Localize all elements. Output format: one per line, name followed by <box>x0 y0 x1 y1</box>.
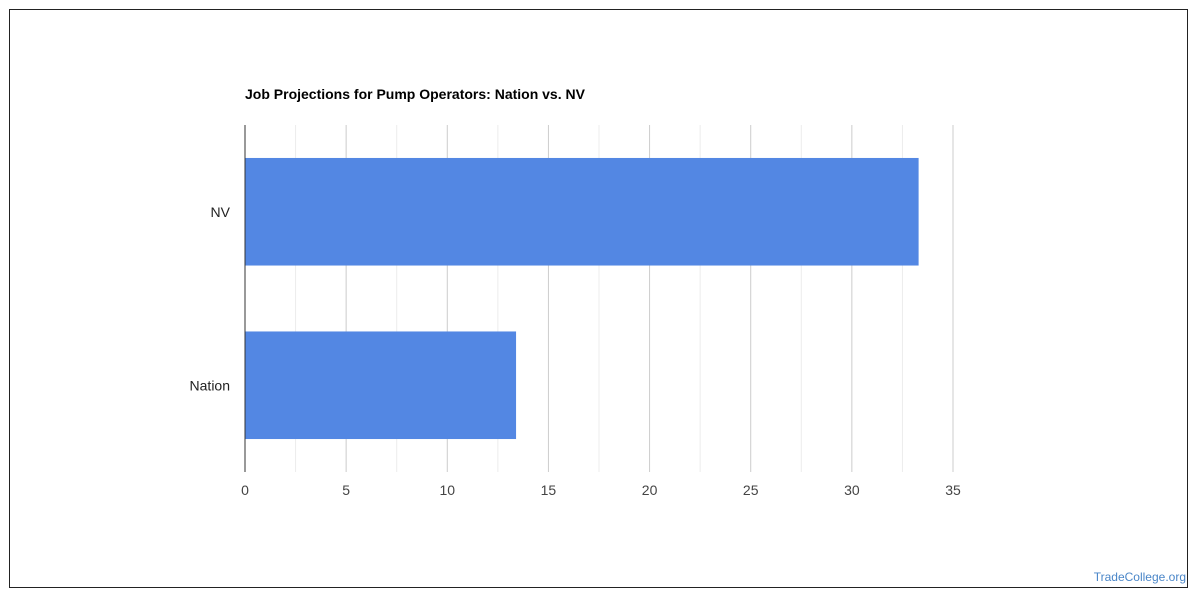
x-tick-label: 10 <box>439 482 455 498</box>
x-tick-label: 15 <box>541 482 557 498</box>
bar-nv[interactable] <box>245 157 919 266</box>
category-label: Nation <box>190 377 230 393</box>
x-tick-label: 35 <box>945 482 961 498</box>
watermark-link[interactable]: TradeCollege.org <box>1093 570 1186 584</box>
bars <box>245 157 919 440</box>
chart-title: Job Projections for Pump Operators: Nati… <box>245 86 585 102</box>
x-tick-label: 5 <box>342 482 350 498</box>
x-tick-label: 25 <box>743 482 759 498</box>
category-label: NV <box>211 204 231 220</box>
x-tick-label: 20 <box>642 482 658 498</box>
x-tick-label: 0 <box>241 482 249 498</box>
bar-nation[interactable] <box>245 331 517 440</box>
labels: NV Nation 0 5 10 15 20 25 30 35 <box>190 204 961 498</box>
x-tick-label: 30 <box>844 482 860 498</box>
